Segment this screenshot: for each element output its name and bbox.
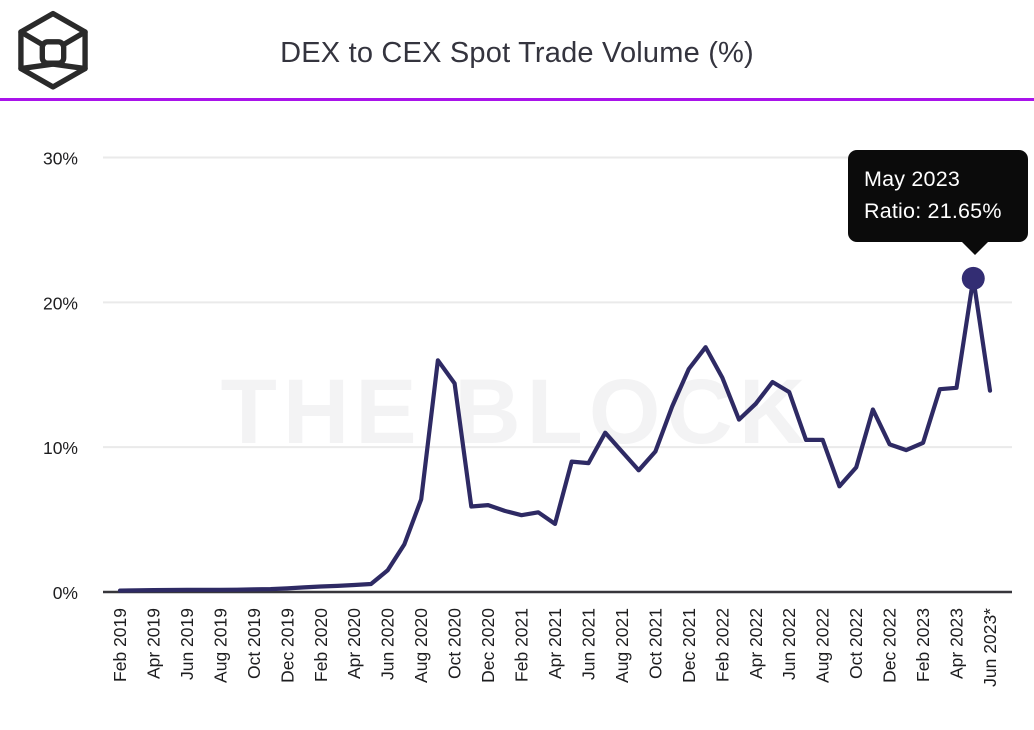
x-tick-label: Dec 2022 — [880, 608, 900, 683]
x-tick-label: Oct 2019 — [244, 608, 264, 679]
x-tick-label: Feb 2021 — [512, 608, 532, 682]
tooltip-date: May 2023 — [864, 167, 961, 191]
watermark-text: THE BLOCK — [221, 361, 812, 463]
x-tick-label: Aug 2022 — [813, 608, 833, 683]
x-tick-label: Dec 2020 — [478, 608, 498, 683]
y-tick-label: 30% — [43, 149, 78, 169]
chart-header: DEX to CEX Spot Trade Volume (%) — [0, 0, 1034, 98]
x-tick-label: Oct 2022 — [846, 608, 866, 679]
x-tick-label: Feb 2022 — [712, 608, 732, 682]
x-tick-label: Feb 2023 — [913, 608, 933, 682]
x-tick-label: Apr 2023 — [947, 608, 967, 679]
header-divider — [0, 98, 1034, 101]
x-tick-label: Jun 2020 — [378, 608, 398, 680]
trend-line — [117, 276, 993, 593]
y-tick-label: 10% — [43, 438, 78, 458]
x-tick-label: Aug 2019 — [210, 608, 230, 683]
x-tick-label: Jun 2023* — [980, 608, 1000, 687]
tooltip-ratio: Ratio: 21.65% — [864, 199, 1002, 224]
x-tick-label: Feb 2019 — [110, 608, 130, 682]
y-tick-label: 0% — [53, 583, 78, 603]
y-tick-label: 20% — [43, 293, 78, 313]
data-point-tooltip: May 2023 Ratio: 21.65% — [848, 150, 1028, 254]
x-tick-label: Apr 2020 — [344, 608, 364, 679]
highlighted-data-point[interactable] — [961, 266, 985, 290]
x-tick-label: Aug 2021 — [612, 608, 632, 683]
x-tick-label: Apr 2019 — [143, 608, 163, 679]
x-tick-label: Jun 2022 — [779, 608, 799, 680]
page-title: DEX to CEX Spot Trade Volume (%) — [280, 37, 754, 69]
x-tick-label: Apr 2021 — [545, 608, 565, 679]
x-tick-label: Dec 2019 — [277, 608, 297, 683]
x-tick-label: Oct 2020 — [445, 608, 465, 679]
x-tick-label: Apr 2022 — [746, 608, 766, 679]
the-block-logo-icon — [18, 10, 88, 90]
x-tick-label: Oct 2021 — [645, 608, 665, 679]
x-tick-label: Dec 2021 — [679, 608, 699, 683]
x-tick-label: Jun 2019 — [177, 608, 197, 680]
x-tick-label: Feb 2020 — [311, 608, 331, 682]
x-tick-label: Jun 2021 — [578, 608, 598, 680]
x-tick-label: Aug 2020 — [411, 608, 431, 683]
